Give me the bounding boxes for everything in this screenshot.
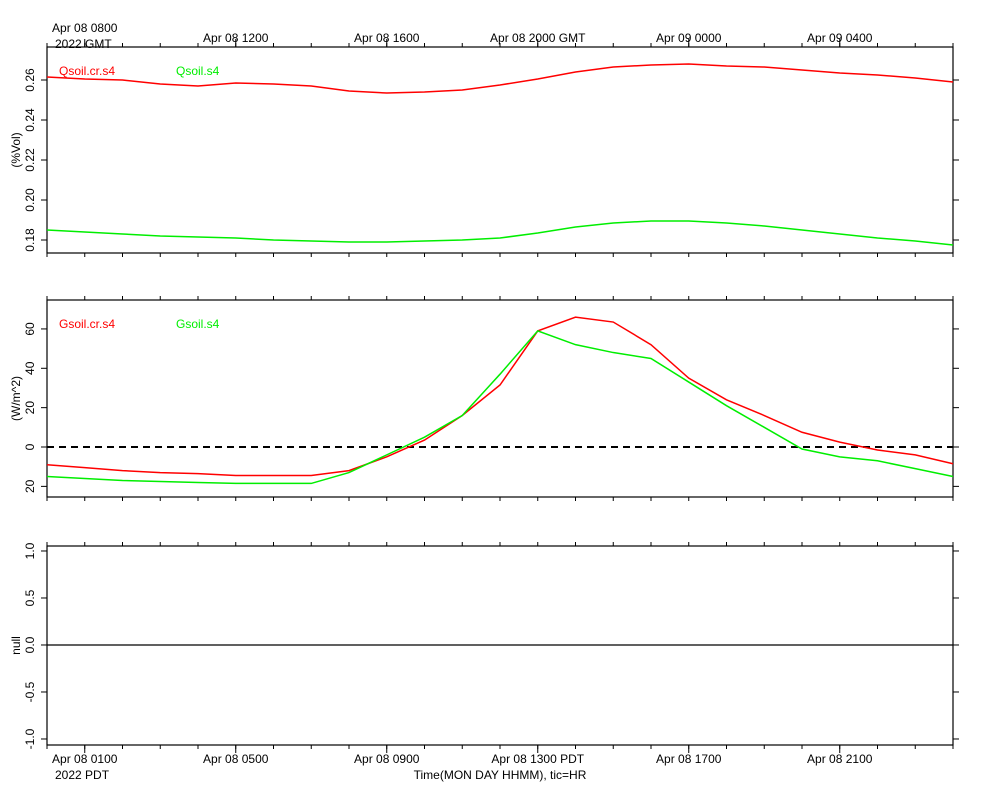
y-tick-label: -0.5 — [23, 681, 37, 702]
x-axis-label: Time(MON DAY HHMM), tic=HR — [414, 768, 587, 782]
legend-entry: Gsoil.s4 — [176, 317, 220, 331]
y-tick-label: -1.0 — [23, 728, 37, 749]
y-tick-label: 0.22 — [23, 148, 37, 172]
x-tick-label: Apr 08 2100 — [807, 752, 873, 766]
y-tick-label: 0.5 — [23, 589, 37, 606]
x2-tick-label: Apr 09 0000 — [656, 31, 722, 45]
legend-entry: Qsoil.s4 — [176, 64, 220, 78]
series-line — [46, 316, 954, 477]
y-tick-label: 0 — [23, 443, 37, 450]
x-note: 2022 PDT — [55, 768, 110, 782]
series-line — [46, 330, 954, 485]
legend-entry: Qsoil.cr.s4 — [59, 64, 115, 78]
series-line — [46, 63, 954, 94]
series-line — [46, 220, 954, 246]
x-tick-label: Apr 08 0500 — [203, 752, 269, 766]
x2-tick-label: Apr 08 1200 — [203, 31, 269, 45]
y-tick-label: 0.24 — [23, 108, 37, 132]
x-tick-label: Apr 08 0900 — [354, 752, 420, 766]
y-axis-label: (%Vol) — [9, 132, 23, 167]
x-tick-label: Apr 08 1300 PDT — [491, 752, 584, 766]
y-tick-label: 0.26 — [23, 68, 37, 92]
y-tick-label: 0.18 — [23, 228, 37, 252]
y-axis-label: (W/m^2) — [9, 376, 23, 421]
y-tick-label: 20 — [23, 401, 37, 415]
legend-entry: Gsoil.cr.s4 — [59, 317, 115, 331]
y-tick-label: 20 — [23, 479, 37, 493]
x-tick-label: Apr 08 0100 — [52, 752, 118, 766]
x2-tick-label: Apr 08 2000 GMT — [490, 31, 586, 45]
x2-tick-label: Apr 08 1600 — [354, 31, 420, 45]
y-tick-label: 60 — [23, 322, 37, 336]
y-tick-label: 1.0 — [23, 542, 37, 559]
y-axis-label: null — [9, 636, 23, 655]
x2-tick-label: Apr 08 0800 — [52, 21, 118, 35]
x2-tick-label: Apr 09 0400 — [807, 31, 873, 45]
x2-note: 2022 GMT — [55, 37, 112, 51]
y-tick-label: 0.0 — [23, 636, 37, 653]
x-tick-label: Apr 08 1700 — [656, 752, 722, 766]
y-tick-label: 40 — [23, 361, 37, 375]
y-tick-label: 0.20 — [23, 188, 37, 212]
